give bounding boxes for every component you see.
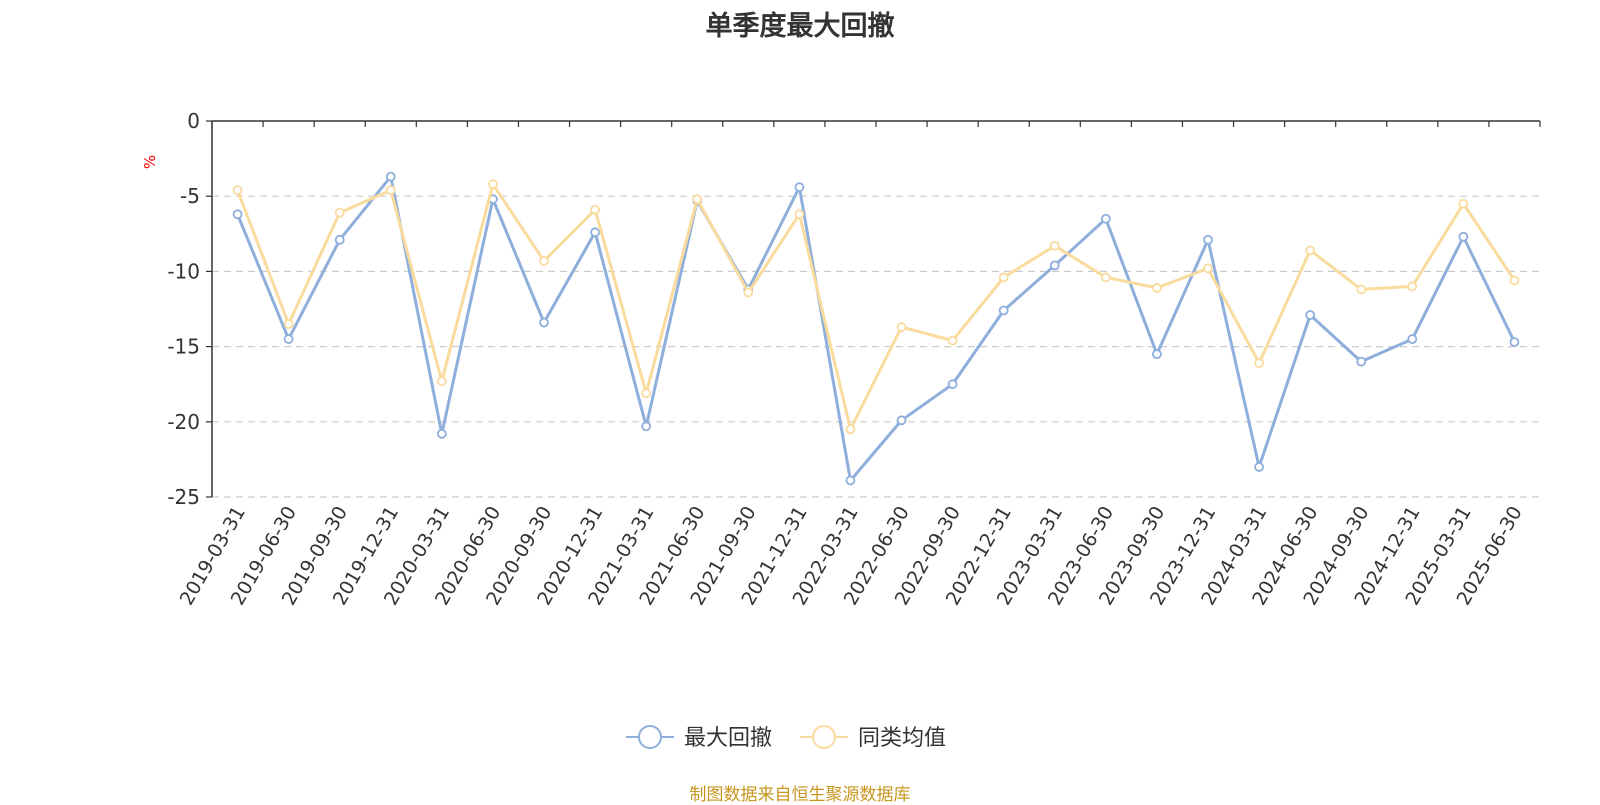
data-point: [998, 272, 1009, 283]
chart-title: 单季度最大回撤: [705, 11, 895, 42]
y-tick-label: 0: [187, 109, 200, 133]
data-point: [794, 209, 805, 220]
data-point: [1203, 263, 1213, 274]
y-tick-label: -5: [180, 184, 200, 208]
data-point: [1458, 198, 1469, 209]
data-point: [334, 207, 345, 218]
y-tick-label: -25: [167, 485, 200, 509]
data-point: [1509, 275, 1520, 286]
data-point: [539, 317, 549, 328]
data-point: [1356, 284, 1367, 295]
legend-marker: [638, 725, 662, 749]
y-axis-label: %: [141, 155, 159, 169]
data-point: [641, 421, 652, 432]
series-line-2: [236, 182, 1516, 431]
legend-label: 最大回撤: [684, 726, 772, 751]
data-point: [1509, 337, 1520, 347]
data-point: [1254, 462, 1264, 472]
data-point: [845, 475, 856, 486]
data-point: [436, 428, 447, 439]
data-point: [539, 255, 549, 266]
data-point: [283, 334, 294, 344]
data-point: [334, 234, 345, 245]
data-point: [947, 335, 958, 346]
data-point: [232, 209, 243, 220]
data-point: [692, 194, 703, 205]
data-point: [232, 185, 243, 196]
data-point: [1407, 281, 1418, 292]
source-note: 制图数据来自恒生聚源数据库: [689, 785, 911, 805]
data-point: [1305, 245, 1316, 256]
data-point: [743, 287, 754, 298]
data-point: [385, 171, 396, 182]
y-tick-label: -15: [167, 335, 200, 359]
data-point: [1100, 213, 1111, 224]
data-point: [896, 415, 907, 426]
data-point: [1049, 260, 1060, 271]
data-point: [1458, 231, 1469, 242]
data-point: [1254, 358, 1264, 369]
data-point: [283, 319, 294, 329]
data-point: [385, 185, 396, 196]
data-point: [1049, 240, 1060, 251]
legend-marker: [812, 725, 836, 749]
data-point: [488, 179, 498, 190]
series-line-1: [236, 175, 1516, 482]
data-point: [1100, 272, 1111, 283]
data-point: [845, 424, 856, 435]
data-point: [1203, 234, 1213, 245]
data-point: [794, 182, 805, 193]
data-point: [947, 379, 958, 390]
data-point: [998, 305, 1009, 316]
data-point: [1356, 356, 1367, 367]
data-point: [1152, 283, 1162, 293]
y-tick-label: -10: [167, 259, 200, 283]
data-point: [896, 322, 907, 332]
data-point: [1407, 334, 1418, 344]
data-point: [641, 388, 652, 399]
y-tick-label: -20: [167, 410, 200, 434]
data-point: [1305, 310, 1316, 320]
data-point: [590, 227, 600, 238]
legend-label: 同类均值: [858, 726, 946, 751]
data-point: [436, 376, 447, 387]
data-point: [590, 204, 600, 215]
data-point: [1152, 349, 1162, 360]
